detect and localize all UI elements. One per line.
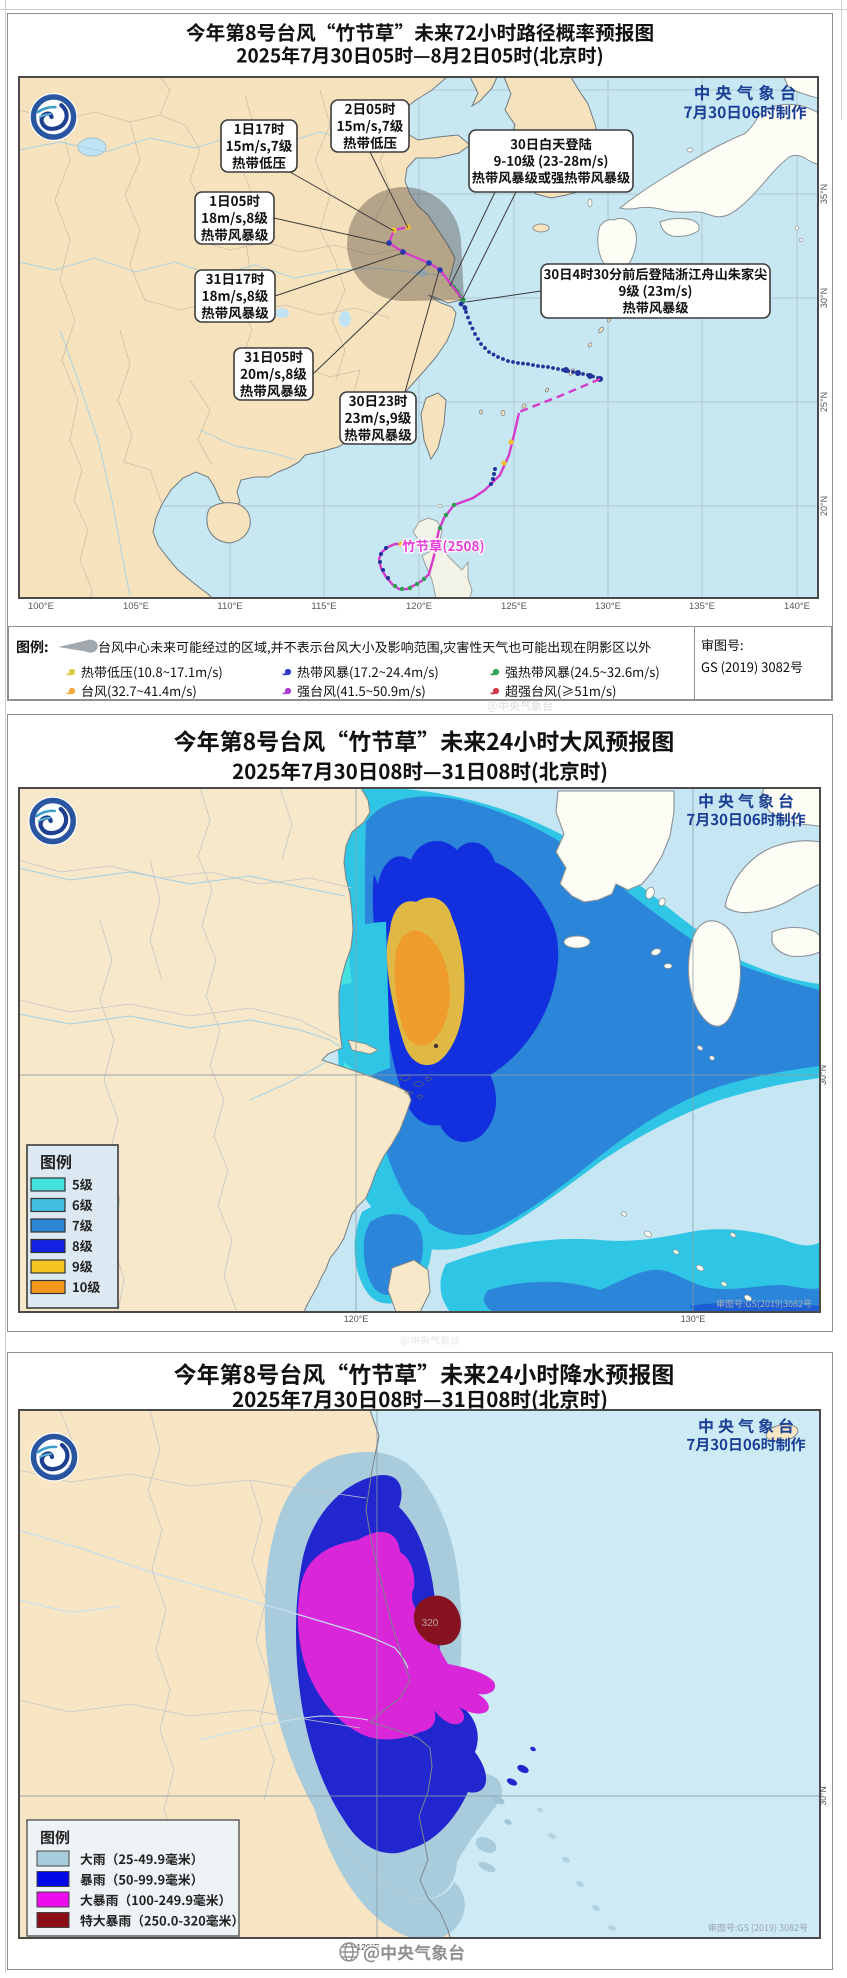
svg-text:130°E: 130°E: [595, 601, 621, 612]
svg-text:105°E: 105°E: [123, 601, 149, 612]
svg-text:110°E: 110°E: [217, 601, 242, 612]
svg-text:120°E: 120°E: [406, 601, 432, 612]
svg-text:135°E: 135°E: [689, 601, 715, 612]
svg-text:100°E: 100°E: [28, 601, 54, 612]
svg-text:30°N: 30°N: [818, 1065, 828, 1085]
svg-text:115°E: 115°E: [311, 601, 336, 612]
svg-text:125°E: 125°E: [501, 601, 527, 612]
svg-text:20°N: 20°N: [819, 496, 829, 516]
svg-text:120°E: 120°E: [344, 1314, 369, 1324]
svg-text:30°N: 30°N: [819, 288, 829, 308]
svg-text:140°E: 140°E: [784, 601, 810, 612]
svg-text:320: 320: [422, 1618, 439, 1629]
svg-text:35°N: 35°N: [819, 184, 829, 204]
svg-text:25°N: 25°N: [819, 392, 829, 412]
svg-text:130°E: 130°E: [681, 1314, 706, 1324]
svg-text:30°N: 30°N: [818, 1787, 828, 1806]
